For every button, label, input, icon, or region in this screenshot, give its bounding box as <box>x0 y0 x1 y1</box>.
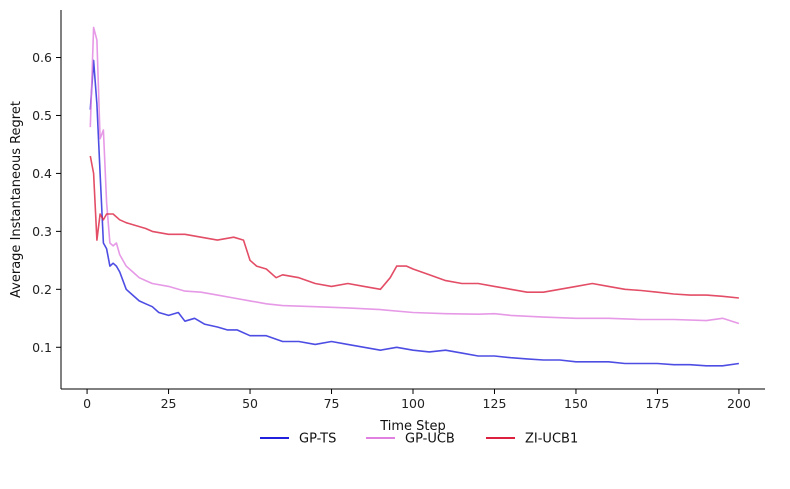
series-line-zi-ucb1 <box>89 155 739 299</box>
x-tick-label: 75 <box>324 396 340 411</box>
legend-label: GP-UCB <box>405 432 455 447</box>
x-tick-label: 25 <box>161 396 177 411</box>
y-tick-label: 0.4 <box>32 166 52 181</box>
x-tick-label: 50 <box>242 396 258 411</box>
x-tick-label: 150 <box>564 396 588 411</box>
series-lines <box>89 26 740 367</box>
x-ticks: 0 25 50 75 100 125 150 175 200 <box>83 389 751 411</box>
x-tick-label: 175 <box>646 396 670 411</box>
y-tick-label: 0.6 <box>32 50 52 65</box>
x-tick-label: 200 <box>727 396 751 411</box>
y-ticks: 0.1 0.2 0.3 0.4 0.5 0.6 <box>32 50 61 355</box>
legend-label: ZI-UCB1 <box>525 432 578 447</box>
x-tick-label: 0 <box>83 396 91 411</box>
y-tick-label: 0.1 <box>32 340 52 355</box>
y-tick-label: 0.2 <box>32 282 52 297</box>
x-axis-label: Time Step <box>379 419 446 434</box>
series-line-gp-ucb <box>89 26 740 325</box>
x-tick-label: 100 <box>401 396 425 411</box>
legend: GP-TS GP-UCB ZI-UCB1 <box>260 432 578 447</box>
x-tick-label: 125 <box>483 396 507 411</box>
y-axis-label: Average Instantaneous Regret <box>9 101 24 298</box>
series-line-gp-ts <box>89 59 740 367</box>
legend-label: GP-TS <box>299 432 336 447</box>
y-tick-label: 0.5 <box>32 108 52 123</box>
y-tick-label: 0.3 <box>32 224 52 239</box>
